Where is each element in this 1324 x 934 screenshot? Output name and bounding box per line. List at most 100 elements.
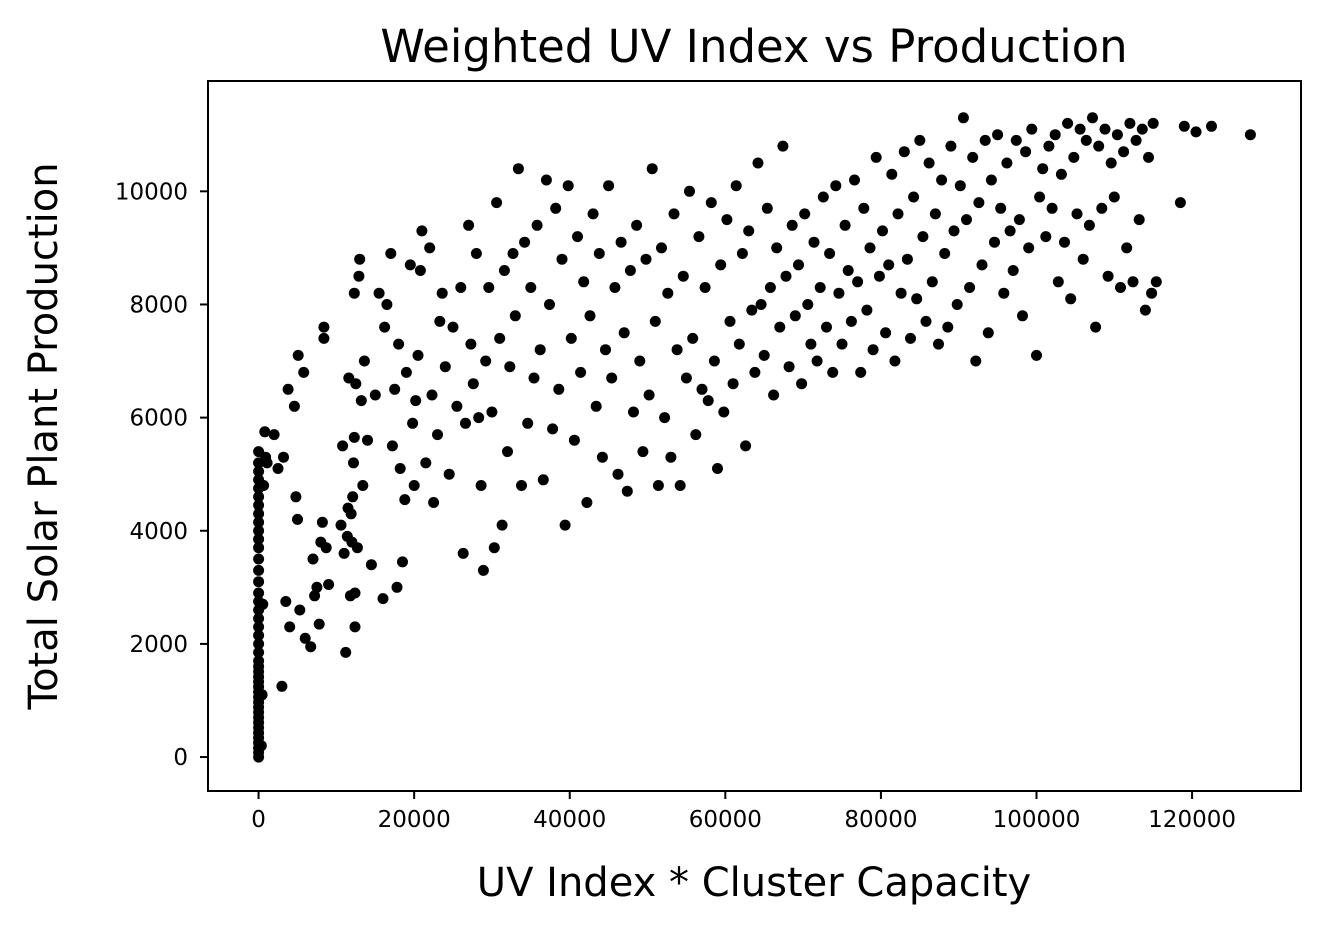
data-point (253, 553, 265, 565)
data-point (280, 596, 292, 607)
data-point (1034, 191, 1046, 203)
data-point (1001, 157, 1013, 169)
data-point (808, 236, 820, 248)
data-point (465, 338, 477, 350)
data-point (486, 406, 498, 418)
data-point (565, 332, 577, 344)
data-point (480, 355, 492, 367)
data-point (1023, 242, 1035, 254)
data-point (1146, 287, 1158, 299)
data-point (612, 468, 624, 480)
y-tick-label: 10000 (115, 179, 188, 205)
data-point (982, 327, 994, 339)
data-point (680, 372, 692, 384)
data-point (668, 208, 680, 220)
data-point (516, 480, 527, 491)
data-point (276, 680, 288, 692)
data-point (793, 259, 804, 271)
data-point (354, 253, 366, 265)
data-point (470, 248, 482, 259)
data-point (1071, 208, 1083, 220)
data-point (272, 463, 284, 474)
data-point (948, 225, 960, 237)
data-point (358, 355, 370, 367)
data-point (318, 332, 330, 344)
data-point (1020, 146, 1032, 158)
data-point (393, 338, 405, 350)
data-point (253, 646, 265, 658)
data-point (646, 163, 658, 175)
data-point (544, 299, 555, 310)
data-point (311, 581, 323, 593)
data-point (827, 366, 839, 378)
data-point (989, 236, 1000, 248)
data-point (547, 423, 559, 435)
chart-title: Weighted UV Index vs Production (380, 20, 1127, 73)
data-point (348, 457, 359, 469)
x-tick-label: 0 (251, 807, 266, 833)
data-point (708, 355, 720, 367)
data-point (540, 174, 552, 186)
data-point (519, 236, 531, 248)
data-point (824, 248, 836, 259)
data-point (1017, 310, 1028, 322)
data-point (864, 242, 876, 254)
data-point (895, 287, 907, 299)
data-point (404, 259, 416, 271)
data-point (587, 208, 599, 220)
data-point (727, 378, 739, 390)
data-point (600, 344, 611, 356)
data-point (443, 468, 455, 480)
data-point (746, 304, 758, 316)
data-point (347, 491, 359, 503)
data-point (1143, 151, 1154, 163)
data-point (936, 174, 948, 186)
data-point (886, 168, 898, 180)
data-point (439, 361, 451, 373)
data-point (849, 174, 860, 186)
data-point (491, 197, 503, 209)
y-tick-label: 8000 (129, 292, 188, 318)
data-point (494, 332, 506, 344)
data-point (253, 465, 265, 477)
data-point (502, 446, 513, 458)
data-point (929, 208, 941, 220)
data-point (253, 587, 265, 599)
data-point (531, 219, 543, 231)
y-tick-label: 0 (173, 745, 188, 771)
data-point (316, 516, 328, 528)
data-point (1046, 202, 1058, 214)
data-point (715, 259, 727, 271)
y-tick-label: 6000 (129, 406, 188, 432)
data-point (496, 519, 508, 531)
data-point (1096, 202, 1108, 214)
data-point (410, 395, 422, 407)
data-point (509, 310, 521, 322)
data-point (590, 400, 602, 412)
data-point (434, 315, 446, 327)
data-point (348, 431, 360, 443)
data-point (833, 287, 845, 299)
data-point (861, 304, 873, 316)
data-point (351, 542, 363, 554)
data-point (911, 293, 923, 305)
data-point (1040, 231, 1052, 243)
data-point (1004, 225, 1016, 237)
data-point (923, 157, 935, 169)
data-point (365, 559, 377, 571)
data-point (652, 480, 664, 491)
data-point (768, 389, 780, 401)
data-point (253, 533, 265, 545)
data-point (945, 140, 957, 152)
data-point (699, 282, 711, 293)
data-point (743, 225, 755, 237)
data-point (877, 225, 888, 237)
data-point (690, 429, 702, 441)
data-point (684, 185, 695, 197)
data-point (643, 389, 655, 401)
data-point (253, 525, 265, 537)
data-point (534, 344, 546, 356)
data-point (889, 355, 901, 367)
data-point (253, 655, 265, 667)
